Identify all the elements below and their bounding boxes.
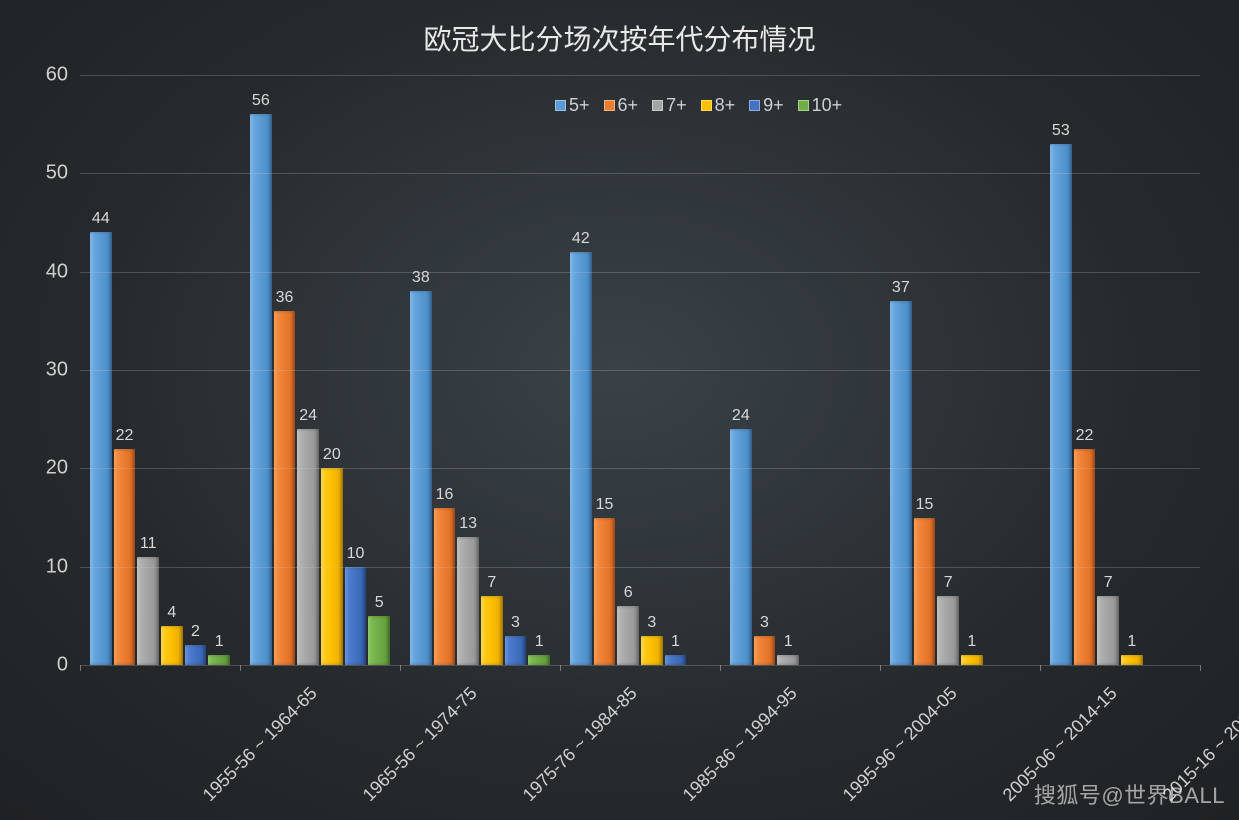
bar-value-label: 24 bbox=[299, 407, 317, 425]
bar: 56 bbox=[250, 114, 272, 665]
bar: 3 bbox=[641, 636, 663, 666]
x-axis-label: 1985-86 ~ 1994-95 bbox=[679, 683, 802, 806]
x-axis-label: 1955-56 ~ 1964-65 bbox=[199, 683, 322, 806]
gridline bbox=[80, 468, 1200, 469]
chart-title: 欧冠大比分场次按年代分布情况 bbox=[0, 18, 1239, 58]
x-tick bbox=[240, 665, 241, 671]
y-axis-label: 60 bbox=[46, 64, 68, 87]
bar-value-label: 11 bbox=[140, 535, 157, 553]
bar-value-label: 15 bbox=[596, 496, 614, 514]
x-tick bbox=[1200, 665, 1201, 671]
x-tick bbox=[560, 665, 561, 671]
bar: 10 bbox=[345, 567, 367, 665]
bar-value-label: 53 bbox=[1052, 122, 1070, 140]
bar: 22 bbox=[114, 449, 136, 665]
watermark: 搜狐号@世界BALL bbox=[1034, 778, 1225, 810]
bar: 13 bbox=[457, 537, 479, 665]
bar: 1 bbox=[1121, 655, 1143, 665]
bar-value-label: 5 bbox=[375, 594, 384, 612]
bar-value-label: 37 bbox=[892, 279, 910, 297]
bar-value-label: 56 bbox=[252, 92, 270, 110]
bar: 1 bbox=[777, 655, 799, 665]
x-tick bbox=[1040, 665, 1041, 671]
bar-value-label: 10 bbox=[347, 545, 365, 563]
x-axis-label: 1965-56 ~ 1974-75 bbox=[359, 683, 482, 806]
bar: 16 bbox=[434, 508, 456, 665]
bar-value-label: 16 bbox=[436, 486, 454, 504]
bar: 2 bbox=[185, 645, 207, 665]
y-axis-label: 20 bbox=[46, 457, 68, 480]
bar: 4 bbox=[161, 626, 183, 665]
bar-value-label: 42 bbox=[572, 230, 590, 248]
bar-value-label: 7 bbox=[487, 574, 496, 592]
bar: 15 bbox=[594, 518, 616, 666]
x-tick bbox=[80, 665, 81, 671]
bar: 22 bbox=[1074, 449, 1096, 665]
bar-value-label: 7 bbox=[1104, 574, 1113, 592]
bar: 38 bbox=[410, 291, 432, 665]
bar-value-label: 1 bbox=[215, 633, 224, 651]
bar-value-label: 3 bbox=[760, 614, 769, 632]
bar-value-label: 7 bbox=[944, 574, 953, 592]
bar-value-label: 3 bbox=[647, 614, 656, 632]
bar: 44 bbox=[90, 232, 112, 665]
gridline bbox=[80, 75, 1200, 76]
plot-area: 4422114215636242010538161373142156312431… bbox=[80, 75, 1200, 665]
y-axis-label: 0 bbox=[57, 654, 68, 677]
bar-value-label: 1 bbox=[671, 633, 680, 651]
bar: 24 bbox=[297, 429, 319, 665]
bar-value-label: 1 bbox=[1127, 633, 1136, 651]
bar: 6 bbox=[617, 606, 639, 665]
bar-value-label: 1 bbox=[967, 633, 976, 651]
y-axis-label: 50 bbox=[46, 162, 68, 185]
bar-value-label: 24 bbox=[732, 407, 750, 425]
gridline bbox=[80, 665, 1200, 666]
bar: 1 bbox=[665, 655, 687, 665]
bar: 1 bbox=[528, 655, 550, 665]
bar-value-label: 44 bbox=[92, 210, 110, 228]
bar: 37 bbox=[890, 301, 912, 665]
bar-value-label: 6 bbox=[624, 584, 633, 602]
bar: 7 bbox=[937, 596, 959, 665]
bar-value-label: 15 bbox=[916, 496, 934, 514]
y-axis-label: 10 bbox=[46, 555, 68, 578]
bar: 1 bbox=[961, 655, 983, 665]
gridline bbox=[80, 370, 1200, 371]
bar: 36 bbox=[274, 311, 296, 665]
gridline bbox=[80, 173, 1200, 174]
bar: 3 bbox=[754, 636, 776, 666]
bar: 53 bbox=[1050, 144, 1072, 665]
bar-value-label: 13 bbox=[459, 515, 477, 533]
bar-value-label: 36 bbox=[276, 289, 294, 307]
bar: 24 bbox=[730, 429, 752, 665]
bar: 5 bbox=[368, 616, 390, 665]
bar: 1 bbox=[208, 655, 230, 665]
bar: 7 bbox=[481, 596, 503, 665]
x-tick bbox=[880, 665, 881, 671]
bar: 42 bbox=[570, 252, 592, 665]
bar: 7 bbox=[1097, 596, 1119, 665]
chart-container: 欧冠大比分场次按年代分布情况 5+6+7+8+9+10+ 44221142156… bbox=[0, 0, 1239, 820]
bar-value-label: 1 bbox=[535, 633, 544, 651]
bar-value-label: 22 bbox=[116, 427, 134, 445]
bar-value-label: 1 bbox=[784, 633, 793, 651]
bar-value-label: 20 bbox=[323, 446, 341, 464]
bar-value-label: 3 bbox=[511, 614, 520, 632]
x-axis-label: 1975-76 ~ 1984-85 bbox=[519, 683, 642, 806]
bar: 11 bbox=[137, 557, 159, 665]
bar-value-label: 22 bbox=[1076, 427, 1094, 445]
x-axis-label: 1995-96 ~ 2004-05 bbox=[839, 683, 962, 806]
x-tick bbox=[400, 665, 401, 671]
bar: 15 bbox=[914, 518, 936, 666]
y-axis-label: 30 bbox=[46, 359, 68, 382]
x-tick bbox=[720, 665, 721, 671]
y-axis-label: 40 bbox=[46, 260, 68, 283]
bar-value-label: 2 bbox=[191, 623, 200, 641]
bar-value-label: 4 bbox=[167, 604, 176, 622]
gridline bbox=[80, 272, 1200, 273]
gridline bbox=[80, 567, 1200, 568]
bar: 3 bbox=[505, 636, 527, 666]
